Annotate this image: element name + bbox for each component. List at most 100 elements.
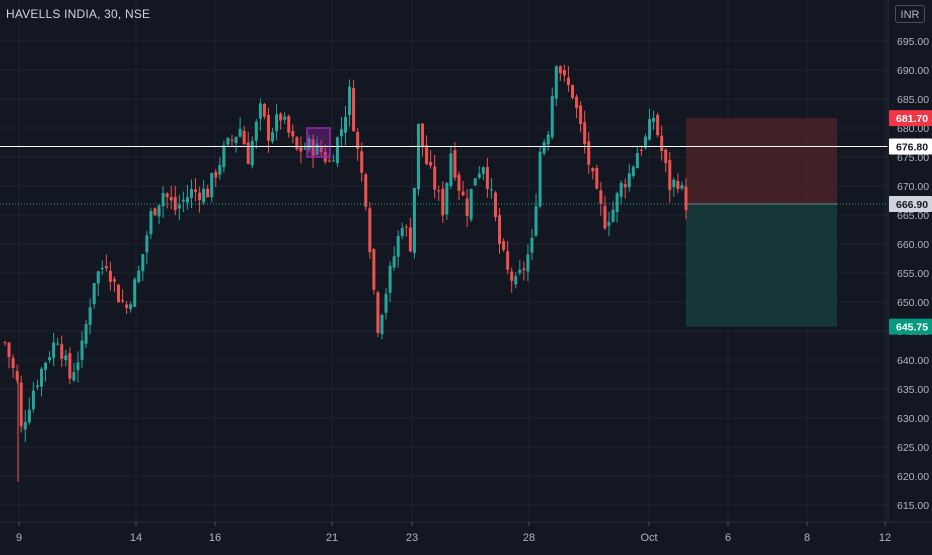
candle-body bbox=[631, 166, 635, 177]
candle-body bbox=[76, 362, 80, 371]
y-tick-label: 635.00 bbox=[897, 384, 929, 396]
candle-body bbox=[566, 77, 570, 85]
candle-body bbox=[283, 116, 287, 120]
y-tick-label: 670.00 bbox=[897, 181, 929, 193]
candle-body bbox=[344, 116, 347, 133]
candle-body bbox=[639, 149, 643, 151]
candle-body bbox=[198, 192, 202, 201]
candle-body bbox=[542, 142, 546, 154]
candle-body bbox=[88, 307, 92, 325]
candle-body bbox=[404, 226, 408, 228]
candle-body bbox=[129, 304, 133, 309]
candle-body bbox=[506, 251, 510, 270]
time-axis[interactable]: 9 14 16 21 23 28 Oct 6 8 12 bbox=[0, 521, 932, 544]
position-tool[interactable] bbox=[686, 118, 837, 327]
y-tick-label: 615.00 bbox=[897, 500, 929, 512]
candle-body bbox=[619, 182, 623, 197]
candle-body bbox=[60, 344, 64, 359]
candle-body bbox=[635, 153, 639, 169]
y-tick-label: 625.00 bbox=[897, 442, 929, 454]
candle-body bbox=[250, 140, 254, 166]
candle-body bbox=[254, 121, 258, 141]
price-axis[interactable]: 615.00 620.00 625.00 630.00 635.00 640.00 645.… bbox=[887, 0, 932, 522]
candle-body bbox=[108, 270, 112, 282]
candle-body bbox=[64, 355, 68, 360]
candle-body bbox=[234, 136, 238, 144]
candle-body bbox=[68, 353, 72, 379]
candle-body bbox=[558, 66, 562, 74]
candle-body bbox=[408, 227, 412, 252]
candle-body bbox=[315, 143, 319, 155]
candle-body bbox=[449, 153, 453, 186]
candle-body bbox=[15, 370, 19, 381]
candle-body bbox=[421, 123, 425, 147]
candle-body bbox=[676, 180, 680, 190]
candle-body bbox=[145, 235, 149, 253]
candle-body bbox=[194, 189, 198, 192]
horizontal-levels[interactable] bbox=[0, 146, 888, 205]
candle-body bbox=[583, 122, 587, 144]
y-tick-label: 660.00 bbox=[897, 239, 929, 251]
candle-body bbox=[181, 199, 185, 202]
candle-body bbox=[141, 254, 145, 272]
candle-body bbox=[664, 149, 668, 164]
candle-body bbox=[429, 162, 433, 166]
candle-body bbox=[214, 172, 218, 178]
x-tick-label: 9 bbox=[16, 532, 22, 544]
candle-body bbox=[291, 131, 295, 137]
x-tick-label: 21 bbox=[326, 532, 338, 544]
candle-body bbox=[599, 190, 603, 204]
x-tick-label: 12 bbox=[879, 532, 891, 544]
candle-body bbox=[112, 279, 116, 282]
candle-body bbox=[104, 265, 108, 269]
candle-body bbox=[311, 139, 315, 156]
candle-body bbox=[627, 173, 631, 188]
candle-body bbox=[372, 249, 376, 290]
candle-body bbox=[526, 254, 530, 272]
candle-body bbox=[169, 197, 173, 201]
price-tag-label: 681.70 bbox=[896, 113, 928, 125]
candle-body bbox=[271, 132, 275, 142]
candle-body bbox=[376, 292, 380, 333]
candle-body bbox=[189, 188, 193, 199]
candle-body bbox=[461, 191, 465, 196]
candle-body bbox=[396, 236, 400, 257]
y-tick-label: 640.00 bbox=[897, 355, 929, 367]
candle-body bbox=[295, 137, 299, 150]
candle-body bbox=[210, 173, 214, 198]
candle-body bbox=[485, 166, 489, 189]
y-tick-label: 685.00 bbox=[897, 94, 929, 106]
candle-body bbox=[173, 197, 177, 210]
candle-body bbox=[149, 210, 153, 235]
candle-body bbox=[287, 116, 291, 133]
candle-body bbox=[473, 178, 477, 186]
candle-body bbox=[218, 164, 222, 175]
candle-body bbox=[52, 342, 56, 358]
candle-body bbox=[477, 173, 481, 178]
candle-body bbox=[538, 151, 542, 207]
candle-body bbox=[23, 422, 27, 430]
candle-body bbox=[80, 340, 84, 360]
candle-body bbox=[339, 129, 343, 137]
candle-body bbox=[437, 190, 441, 192]
candle-body bbox=[335, 137, 339, 164]
candle-body bbox=[380, 314, 384, 335]
x-tick-label: 23 bbox=[406, 532, 418, 544]
price-tag-horizontal-level bbox=[889, 138, 932, 155]
candle-body bbox=[307, 138, 311, 150]
candle-body bbox=[161, 192, 165, 207]
currency-badge[interactable]: INR bbox=[895, 5, 925, 23]
candle-body bbox=[242, 130, 246, 145]
candle-body bbox=[575, 96, 579, 109]
candle-body bbox=[262, 104, 266, 117]
symbol-title: HAVELLS INDIA, 30, NSE bbox=[6, 7, 151, 21]
y-tick-label: 650.00 bbox=[897, 297, 929, 309]
candle-body bbox=[352, 88, 356, 132]
candle-body bbox=[56, 343, 60, 345]
stop-loss-zone bbox=[686, 118, 837, 204]
candle-body bbox=[534, 206, 538, 236]
candle-body bbox=[238, 128, 242, 137]
candle-body bbox=[364, 174, 368, 207]
